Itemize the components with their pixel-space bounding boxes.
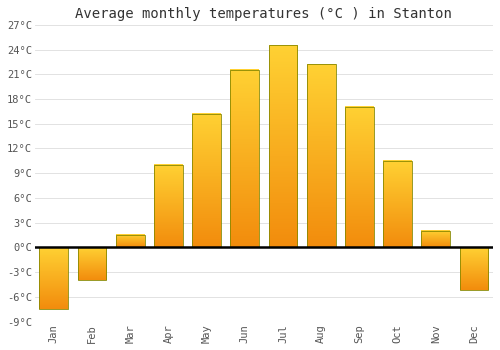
Bar xyxy=(192,114,221,247)
Bar xyxy=(422,231,450,247)
Bar xyxy=(116,235,144,247)
Bar xyxy=(154,165,182,247)
Bar xyxy=(78,247,106,280)
Bar xyxy=(268,46,298,247)
Bar xyxy=(383,161,412,247)
Title: Average monthly temperatures (°C ) in Stanton: Average monthly temperatures (°C ) in St… xyxy=(76,7,452,21)
Bar xyxy=(460,247,488,290)
Bar xyxy=(40,247,68,309)
Bar xyxy=(345,107,374,247)
Bar xyxy=(230,70,259,247)
Bar xyxy=(307,64,336,247)
